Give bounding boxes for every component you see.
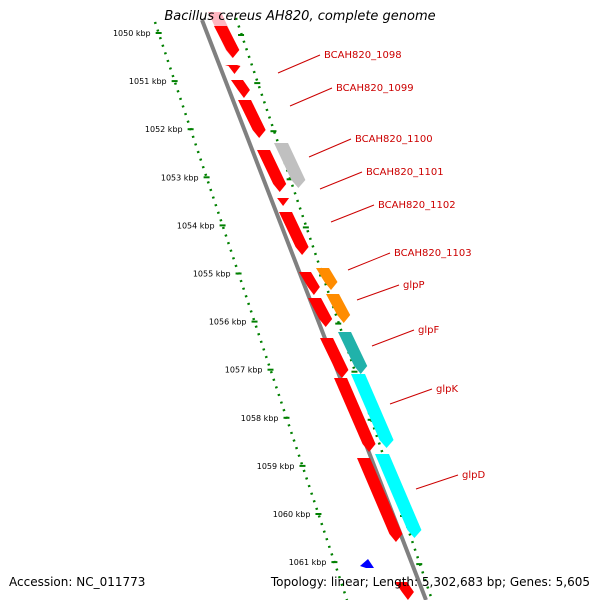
gene-arrow-grey (274, 143, 306, 188)
gene-arrow-cyan (375, 454, 422, 538)
scale-tick-label: 1060 kbp (273, 510, 311, 519)
gene-label[interactable]: BCAH820_1101 (366, 167, 444, 178)
callout-line (289, 87, 333, 107)
gene-label[interactable]: glpF (418, 325, 439, 336)
genes (208, 12, 422, 600)
scale-tick-label: 1059 kbp (257, 462, 295, 471)
gene-arrow (334, 378, 376, 452)
gene-arrow-teal (338, 332, 368, 374)
gene-label[interactable]: BCAH820_1103 (394, 248, 472, 259)
gene-arrow (231, 80, 250, 98)
scale-track-left (153, 21, 349, 600)
gene-arrow (274, 198, 290, 206)
gene-arrow (279, 212, 309, 255)
gene-arrow (320, 338, 349, 378)
callout-line (277, 54, 321, 74)
gene-arrow (214, 26, 240, 58)
callout-line (330, 204, 375, 223)
callout-line (319, 171, 363, 190)
scale-tick-label: 1051 kbp (129, 77, 167, 86)
accession-label: Accession: NC_011773 (9, 575, 146, 589)
gene-label[interactable]: BCAH820_1102 (378, 200, 456, 211)
gene-label[interactable]: BCAH820_1098 (324, 50, 402, 61)
gene-arrow (238, 100, 266, 138)
scale-tick-label: 1057 kbp (225, 366, 263, 375)
gene-label[interactable]: BCAH820_1100 (355, 134, 433, 145)
scale-tick-label: 1056 kbp (209, 318, 247, 327)
gene-label[interactable]: glpP (403, 280, 425, 291)
scale-tick-label: 1058 kbp (241, 414, 279, 423)
callout-line (308, 138, 352, 158)
gene-arrow (299, 272, 320, 295)
genome-title: Bacillus cereus AH820, complete genome (164, 9, 436, 24)
gene-arrow (225, 65, 241, 74)
gene-callouts: BCAH820_1098 BCAH820_1099 BCAH820_1100 BCAH… (277, 50, 485, 490)
gene-arrow-blue (360, 559, 374, 568)
callout-line (415, 474, 459, 490)
gene-arrow-cyan (351, 374, 394, 448)
gene-label[interactable]: BCAH820_1099 (336, 83, 414, 94)
scale-tick-label: 1055 kbp (193, 270, 231, 279)
gene-arrow (308, 298, 333, 327)
gene-label[interactable]: glpK (436, 384, 458, 395)
scale-tick-label: 1061 kbp (289, 558, 327, 567)
gene-arrow (357, 458, 403, 542)
callout-line (356, 284, 400, 301)
scale-tick-label: 1054 kbp (177, 221, 215, 230)
callout-line (371, 329, 415, 347)
scale-labels: 1050 kbp 1051 kbp 1052 kbp 1053 kbp 1054 kbp… (113, 29, 326, 567)
gene-arrow-orange (326, 294, 351, 323)
gene-arrow (395, 582, 414, 600)
scale-tick-label: 1052 kbp (145, 125, 183, 134)
genome-stats-label: Topology: linear; Length: 5,302,683 bp; … (270, 575, 590, 589)
callout-line (389, 388, 433, 405)
gene-label[interactable]: glpD (462, 470, 485, 481)
scale-tick-label: 1053 kbp (161, 173, 199, 182)
gene-arrow (257, 150, 287, 192)
callout-line (347, 252, 391, 271)
scale-tick-label: 1050 kbp (113, 29, 151, 38)
gene-arrow-orange (316, 268, 338, 290)
